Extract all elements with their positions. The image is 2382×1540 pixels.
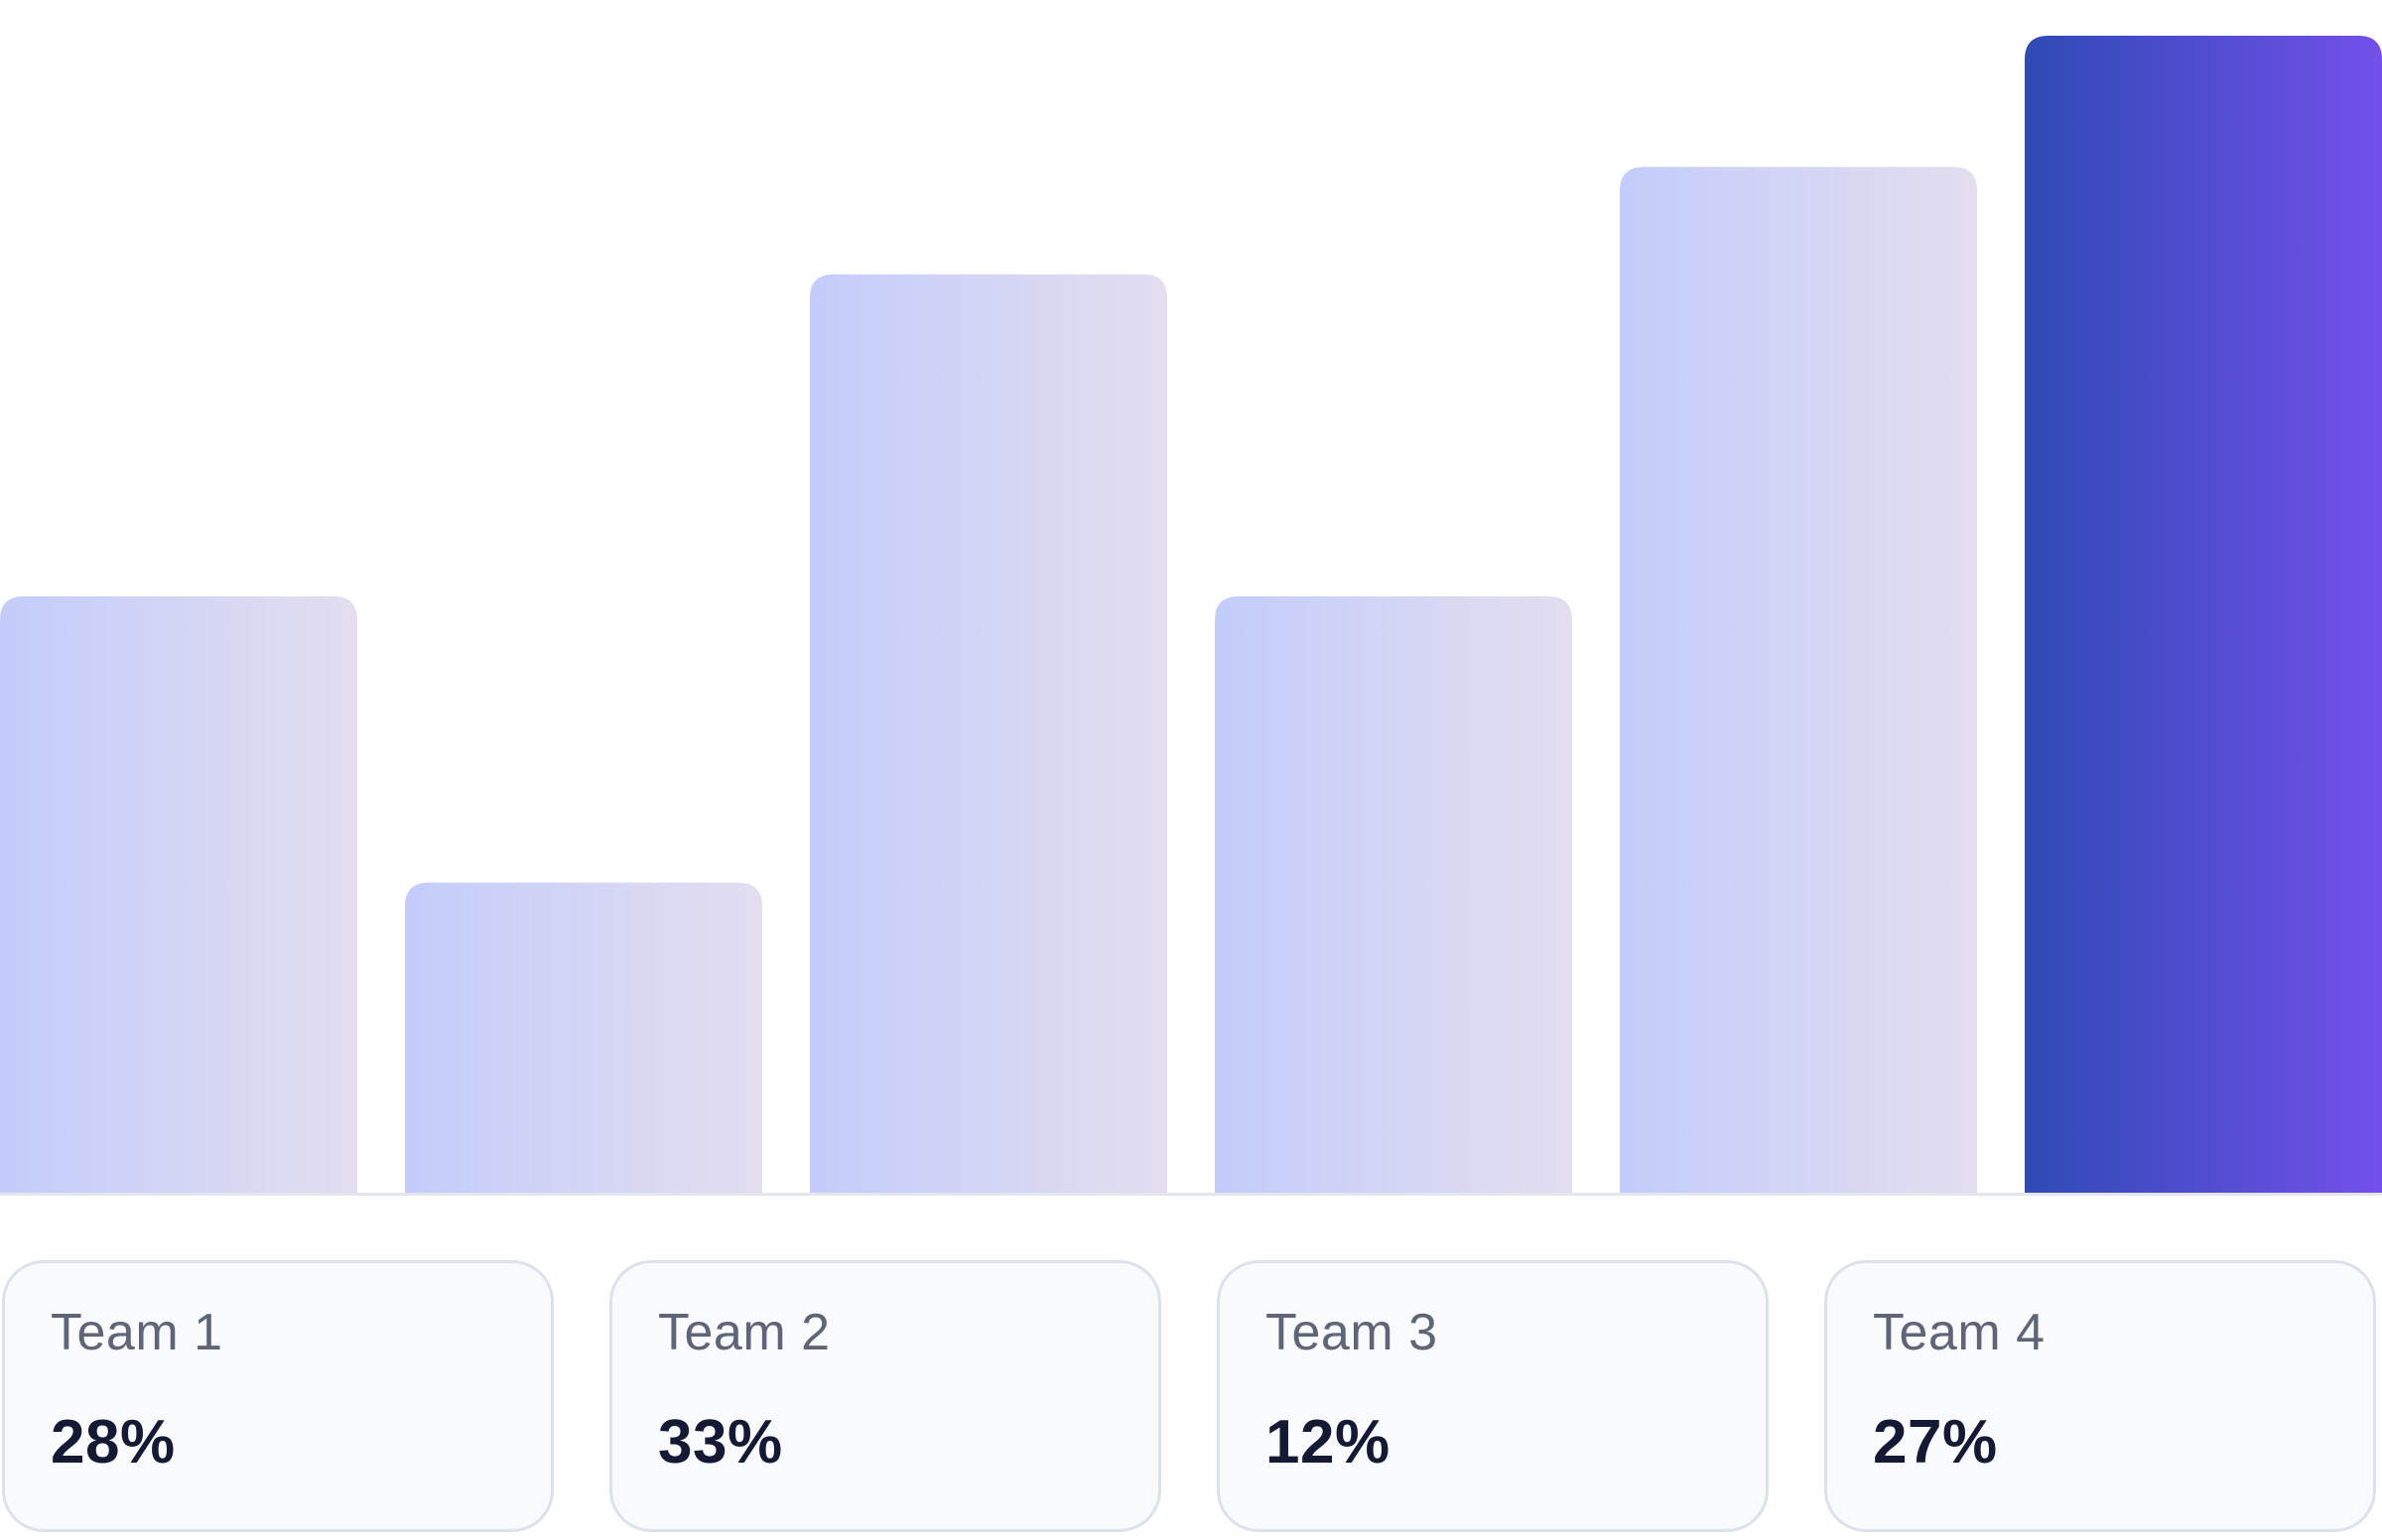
bar-chart <box>0 36 2382 1194</box>
bar-2[interactable] <box>405 882 762 1193</box>
bar-4[interactable] <box>1215 596 1572 1193</box>
team-card-label: Team 4 <box>1873 1304 2046 1361</box>
team-card-value: 33% <box>658 1408 783 1476</box>
bars-group <box>0 36 2382 1194</box>
bar-5[interactable] <box>1620 167 1977 1193</box>
team-card-1[interactable]: Team 1 28% <box>2 1260 554 1532</box>
team-card-label: Team 1 <box>51 1304 223 1361</box>
chart-baseline <box>0 1193 2382 1196</box>
team-card-value: 12% <box>1265 1408 1390 1476</box>
team-card-label: Team 2 <box>658 1304 831 1361</box>
team-card-value: 27% <box>1873 1408 1998 1476</box>
team-card-3[interactable]: Team 3 12% <box>1217 1260 1769 1532</box>
team-card-2[interactable]: Team 2 33% <box>609 1260 1161 1532</box>
team-cards: Team 1 28% Team 2 33% Team 3 12% Team 4 … <box>0 1260 2382 1540</box>
team-card-4[interactable]: Team 4 27% <box>1824 1260 2376 1532</box>
team-card-label: Team 3 <box>1265 1304 1438 1361</box>
bar-3[interactable] <box>810 274 1167 1194</box>
bar-highlighted[interactable] <box>2025 36 2382 1193</box>
bar-1[interactable] <box>0 596 357 1193</box>
team-card-value: 28% <box>51 1408 176 1476</box>
